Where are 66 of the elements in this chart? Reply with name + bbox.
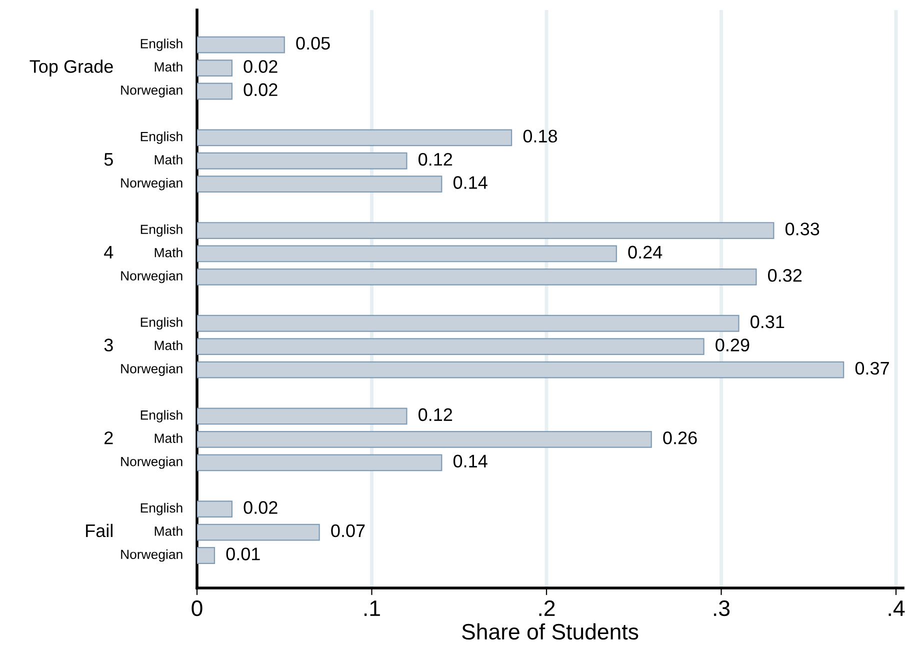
bar <box>197 338 704 356</box>
data-label: 0.02 <box>244 60 278 73</box>
text: English <box>140 410 182 422</box>
x-tick-label: .4 <box>888 600 905 616</box>
bar <box>197 222 774 239</box>
bar <box>197 361 844 378</box>
text: Math <box>154 433 182 443</box>
text: English <box>140 224 182 237</box>
bar <box>197 524 320 541</box>
data-label: 0.07 <box>331 524 365 538</box>
text: Math <box>154 154 182 164</box>
text: Math <box>154 340 182 350</box>
text: Norwegian <box>121 178 182 190</box>
text: Math <box>154 248 182 258</box>
data-label: 0.02 <box>244 501 278 514</box>
y-tick-label: Fail <box>86 524 112 538</box>
x-tick-label: .3 <box>714 600 730 616</box>
data-label: 0.12 <box>418 152 452 166</box>
y-tick-label: 2 <box>104 432 113 444</box>
bar <box>197 268 757 286</box>
bar <box>197 500 233 518</box>
data-label: 0.18 <box>523 130 558 143</box>
bar <box>197 176 442 193</box>
data-label: 0.32 <box>768 269 802 282</box>
bar <box>197 314 740 332</box>
data-label: 0.37 <box>855 362 889 375</box>
bar <box>197 152 408 170</box>
bar <box>197 60 233 76</box>
data-label: 0.05 <box>296 36 330 50</box>
series-label: English <box>140 38 182 51</box>
data-label: 0.02 <box>244 83 278 96</box>
bar <box>197 245 617 262</box>
bar <box>197 408 408 425</box>
text: Math <box>154 526 182 536</box>
text: Norwegian <box>121 456 182 469</box>
data-label: 0.14 <box>453 176 488 189</box>
series-label: Norwegian <box>121 85 182 98</box>
text: Norwegian <box>121 364 182 376</box>
y-tick-label: 5 <box>104 153 113 166</box>
y-tick-label: Top Grade <box>30 60 113 76</box>
x-tick-label: 0 <box>192 600 202 616</box>
text: Norwegian <box>121 549 182 562</box>
data-label: 0.26 <box>663 432 697 444</box>
text: English <box>140 502 182 516</box>
bar <box>197 82 233 100</box>
text: Norwegian <box>121 270 182 284</box>
data-label: 0.01 <box>226 548 260 560</box>
data-label: 0.24 <box>628 246 662 259</box>
bar <box>197 547 216 564</box>
y-tick-label: 4 <box>104 246 114 258</box>
data-label: 0.33 <box>786 222 820 236</box>
data-label: 0.12 <box>418 408 452 422</box>
bar <box>197 129 512 146</box>
series-label: Math <box>154 62 182 72</box>
bar <box>197 454 442 472</box>
x-tick-label: .1 <box>364 600 380 616</box>
text: English <box>140 317 182 330</box>
y-tick-label: 3 <box>104 338 113 352</box>
x-axis-title: Share of Students <box>462 623 638 640</box>
bar <box>197 430 652 448</box>
data-label: 0.14 <box>453 454 488 468</box>
x-tick-label: .2 <box>539 600 555 616</box>
text: English <box>140 132 182 144</box>
bar <box>197 36 285 54</box>
data-label: 0.29 <box>716 338 750 352</box>
data-label: 0.31 <box>750 315 784 328</box>
